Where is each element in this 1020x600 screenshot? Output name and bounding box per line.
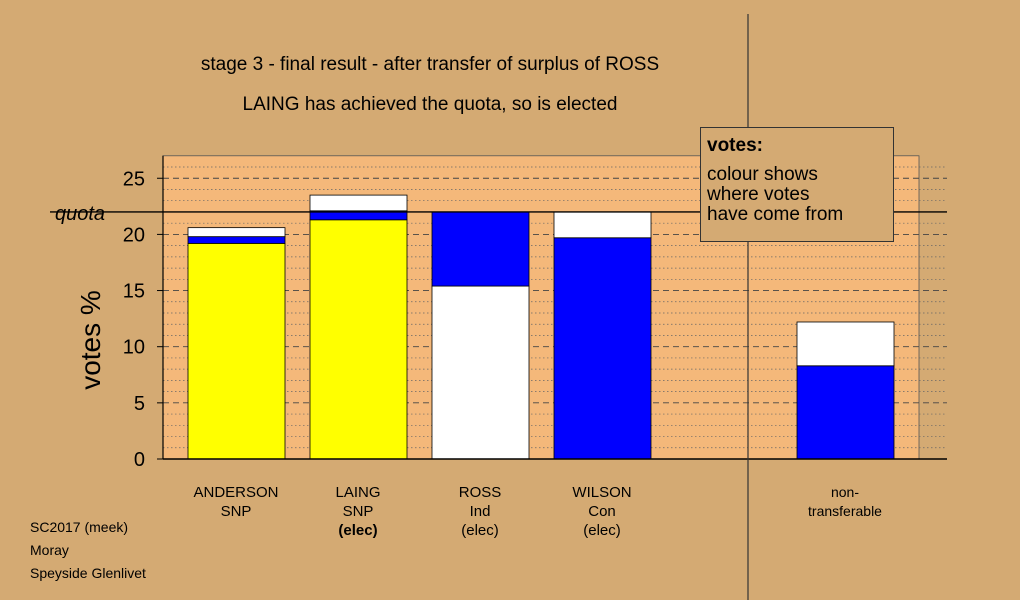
bar-segment bbox=[431, 211, 530, 287]
bar-segment bbox=[553, 211, 652, 239]
candidate-status: (elec) bbox=[338, 522, 378, 539]
bar-segment bbox=[187, 242, 286, 460]
legend-line-1: colour shows bbox=[707, 164, 818, 185]
category-label-anderson: ANDERSON SNP bbox=[166, 483, 306, 521]
candidate-name: WILSON bbox=[572, 484, 632, 501]
candidate-name: LAING bbox=[335, 484, 381, 501]
y-tick-label: 15 bbox=[123, 281, 145, 303]
y-tick-label: 5 bbox=[134, 393, 145, 415]
footer-council: Moray bbox=[30, 542, 69, 558]
candidate-status: (elec) bbox=[583, 522, 621, 539]
y-tick-label: 0 bbox=[134, 449, 145, 471]
candidate-party: transferable bbox=[808, 503, 882, 519]
candidate-party: SNP bbox=[342, 503, 374, 520]
candidate-party: Con bbox=[588, 503, 616, 520]
chart-title: stage 3 - final result - after transfer … bbox=[200, 54, 660, 75]
candidate-party: SNP bbox=[220, 503, 252, 520]
bar-segment bbox=[187, 227, 286, 238]
legend-line-2: where votes bbox=[707, 184, 810, 205]
category-label-wilson: WILSON Con (elec) bbox=[532, 483, 672, 540]
bar-segment bbox=[431, 285, 530, 460]
bar-segment bbox=[187, 236, 286, 244]
bar-segment bbox=[796, 321, 895, 367]
bar-segment bbox=[796, 365, 895, 460]
category-label-laing: LAING SNP (elec) bbox=[288, 483, 428, 540]
y-tick-label: 25 bbox=[123, 168, 145, 190]
bar-segment bbox=[309, 219, 408, 460]
candidate-status: (elec) bbox=[461, 522, 499, 539]
legend: votes: colour shows where votes have com… bbox=[700, 127, 894, 242]
category-label-non-transferable: non- transferable bbox=[775, 483, 915, 521]
bar-segment bbox=[309, 194, 408, 212]
chart-subtitle: LAING has achieved the quota, so is elec… bbox=[242, 94, 618, 115]
quota-label: quota bbox=[55, 203, 106, 225]
legend-heading: votes: bbox=[707, 135, 763, 156]
y-tick-label: 20 bbox=[123, 224, 145, 246]
category-label-ross: ROSS Ind (elec) bbox=[410, 483, 550, 540]
candidate-name: ANDERSON bbox=[193, 484, 279, 501]
bar-segment bbox=[553, 237, 652, 460]
candidate-party: Ind bbox=[469, 503, 491, 520]
legend-line-3: have come from bbox=[707, 204, 844, 225]
candidate-name: ROSS bbox=[458, 484, 502, 501]
footer-ward: Speyside Glenlivet bbox=[30, 565, 146, 581]
y-axis-label: votes % bbox=[75, 290, 106, 390]
y-tick-label: 10 bbox=[123, 337, 145, 359]
footer-method: SC2017 (meek) bbox=[30, 519, 129, 535]
candidate-name: non- bbox=[830, 484, 860, 500]
